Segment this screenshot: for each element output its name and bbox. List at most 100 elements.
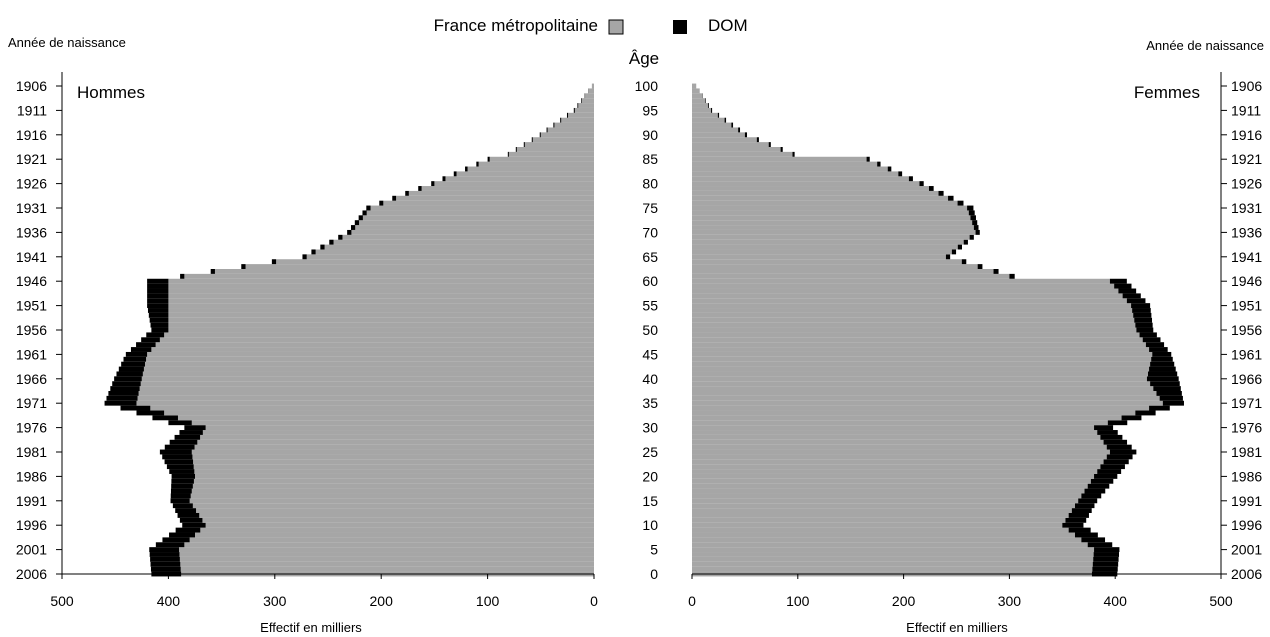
age-tick-label-5: 5 bbox=[650, 542, 658, 558]
bar-left-metro-age-67 bbox=[324, 244, 594, 250]
bar-right-metro-age-95 bbox=[692, 107, 712, 113]
bar-left-dom-age-23 bbox=[164, 459, 194, 465]
bar-left-dom-age-10 bbox=[182, 522, 206, 528]
year-tick-label-right-1961: 1961 bbox=[1231, 346, 1262, 362]
bar-left-dom-age-63 bbox=[241, 264, 246, 269]
bar-left-metro-age-43 bbox=[144, 361, 594, 367]
bar-right-metro-age-22 bbox=[692, 464, 1101, 470]
bar-left-dom-age-87 bbox=[515, 147, 517, 152]
bar-left-metro-age-81 bbox=[445, 176, 594, 182]
year-tick-label-right-1906: 1906 bbox=[1231, 78, 1262, 94]
age-tick-label-30: 30 bbox=[642, 420, 658, 436]
bar-right-metro-age-73 bbox=[692, 215, 971, 221]
bar-right-dom-age-13 bbox=[1071, 508, 1092, 513]
bar-right-dom-age-14 bbox=[1074, 503, 1095, 509]
bar-right-dom-age-24 bbox=[1106, 454, 1133, 460]
age-tick-label-85: 85 bbox=[642, 151, 658, 167]
bar-right-metro-age-28 bbox=[692, 434, 1101, 440]
bar-left-dom-age-55 bbox=[147, 303, 169, 309]
bar-right-dom-age-91 bbox=[738, 127, 741, 133]
bar-left-dom-age-65 bbox=[302, 254, 307, 260]
bar-left-metro-age-84 bbox=[478, 161, 594, 167]
bar-right-metro-age-47 bbox=[692, 342, 1146, 348]
year-tick-label-left-1971: 1971 bbox=[16, 395, 47, 411]
bar-left-dom-age-64 bbox=[271, 259, 277, 265]
bar-left-dom-age-33 bbox=[136, 410, 165, 416]
bar-right-metro-age-75 bbox=[692, 205, 968, 211]
bar-right-metro-age-14 bbox=[692, 503, 1075, 509]
bar-right-dom-age-48 bbox=[1142, 337, 1161, 343]
bar-right-metro-age-45 bbox=[692, 351, 1153, 357]
bar-right-dom-age-34 bbox=[1149, 405, 1170, 411]
bar-right-dom-age-31 bbox=[1107, 420, 1128, 426]
bar-right-dom-age-26 bbox=[1106, 444, 1132, 450]
bar-left-dom-age-51 bbox=[150, 322, 169, 328]
bar-left-dom-age-89 bbox=[531, 137, 533, 143]
bar-right-dom-age-19 bbox=[1090, 478, 1114, 484]
bar-left-dom-age-17 bbox=[170, 488, 192, 494]
bar-right-dom-age-39 bbox=[1150, 381, 1180, 387]
bar-left-dom-age-39 bbox=[112, 381, 141, 387]
bar-left-dom-age-62 bbox=[210, 269, 215, 274]
bar-left-metro-age-74 bbox=[366, 210, 594, 216]
bar-right-dom-age-64 bbox=[961, 259, 967, 265]
bar-right-metro-age-19 bbox=[692, 478, 1091, 484]
bar-left-metro-age-42 bbox=[143, 366, 595, 372]
year-tick-label-right-1946: 1946 bbox=[1231, 273, 1262, 289]
bar-left-dom-age-90 bbox=[539, 132, 541, 138]
bar-left-dom-age-38 bbox=[110, 386, 140, 391]
year-tick-label-left-1981: 1981 bbox=[16, 444, 47, 460]
year-tick-label-left-1956: 1956 bbox=[16, 322, 47, 338]
bar-left-metro-age-7 bbox=[189, 537, 594, 543]
bar-right-dom-age-45 bbox=[1152, 351, 1172, 357]
year-tick-label-left-1946: 1946 bbox=[16, 273, 47, 289]
bar-right-dom-age-16 bbox=[1081, 493, 1102, 499]
year-tick-label-left-1921: 1921 bbox=[16, 151, 47, 167]
bar-right-dom-age-80 bbox=[919, 181, 924, 187]
bar-right-metro-age-40 bbox=[692, 376, 1147, 382]
bar-right-dom-age-47 bbox=[1145, 342, 1165, 348]
bar-left-dom-age-5 bbox=[149, 547, 180, 553]
bar-left-dom-age-21 bbox=[169, 469, 195, 474]
bar-right-dom-age-93 bbox=[724, 117, 727, 123]
bar-right-dom-age-53 bbox=[1133, 312, 1152, 318]
bar-left-metro-age-53 bbox=[168, 312, 594, 318]
bar-left-dom-age-47 bbox=[136, 342, 156, 348]
bar-right-metro-age-44 bbox=[692, 356, 1152, 362]
age-tick-label-15: 15 bbox=[642, 493, 658, 509]
bar-right-metro-age-32 bbox=[692, 415, 1122, 421]
year-tick-label-left-1976: 1976 bbox=[16, 420, 47, 436]
bar-right-metro-age-10 bbox=[692, 522, 1063, 528]
bar-left-metro-age-80 bbox=[434, 181, 594, 187]
bar-right-dom-age-55 bbox=[1131, 303, 1151, 309]
bar-left-metro-age-38 bbox=[139, 386, 594, 391]
bar-left-dom-age-36 bbox=[106, 395, 138, 401]
bar-left-metro-age-4 bbox=[179, 552, 594, 557]
bar-right-metro-age-26 bbox=[692, 444, 1107, 450]
bar-left-dom-age-72 bbox=[354, 220, 360, 226]
x-tick-label-left-400: 400 bbox=[157, 593, 181, 609]
bar-right-dom-age-73 bbox=[970, 215, 976, 221]
bar-left-metro-age-79 bbox=[421, 186, 594, 191]
bar-right-dom-age-51 bbox=[1135, 322, 1153, 328]
age-tick-label-55: 55 bbox=[642, 298, 658, 314]
year-tick-label-left-1926: 1926 bbox=[16, 176, 47, 192]
year-tick-label-left-1931: 1931 bbox=[16, 200, 47, 216]
bar-left-dom-age-27 bbox=[169, 439, 198, 445]
bar-left-metro-age-64 bbox=[276, 259, 594, 265]
bar-left-dom-age-41 bbox=[116, 371, 143, 377]
bar-left-dom-age-96 bbox=[577, 103, 579, 108]
bar-left-metro-age-16 bbox=[190, 493, 594, 499]
bar-left-dom-age-57 bbox=[147, 293, 169, 299]
bar-right-dom-age-96 bbox=[708, 103, 709, 108]
year-tick-label-right-1951: 1951 bbox=[1231, 298, 1262, 314]
bar-left-metro-age-21 bbox=[194, 469, 594, 474]
bar-right-dom-age-4 bbox=[1093, 552, 1120, 557]
year-tick-label-left-1986: 1986 bbox=[16, 468, 47, 484]
x-tick-label-left-0: 0 bbox=[590, 593, 598, 609]
bar-right-metro-age-98 bbox=[692, 93, 703, 99]
bar-right-metro-age-15 bbox=[692, 498, 1079, 504]
x-tick-label-right-300: 300 bbox=[998, 593, 1022, 609]
